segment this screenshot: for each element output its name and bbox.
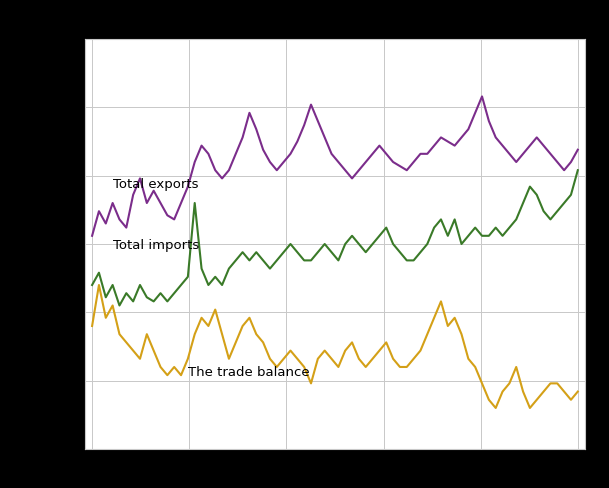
Text: Total exports: Total exports [113,178,198,191]
Text: The trade balance: The trade balance [188,366,309,379]
Text: Total imports: Total imports [113,239,199,252]
